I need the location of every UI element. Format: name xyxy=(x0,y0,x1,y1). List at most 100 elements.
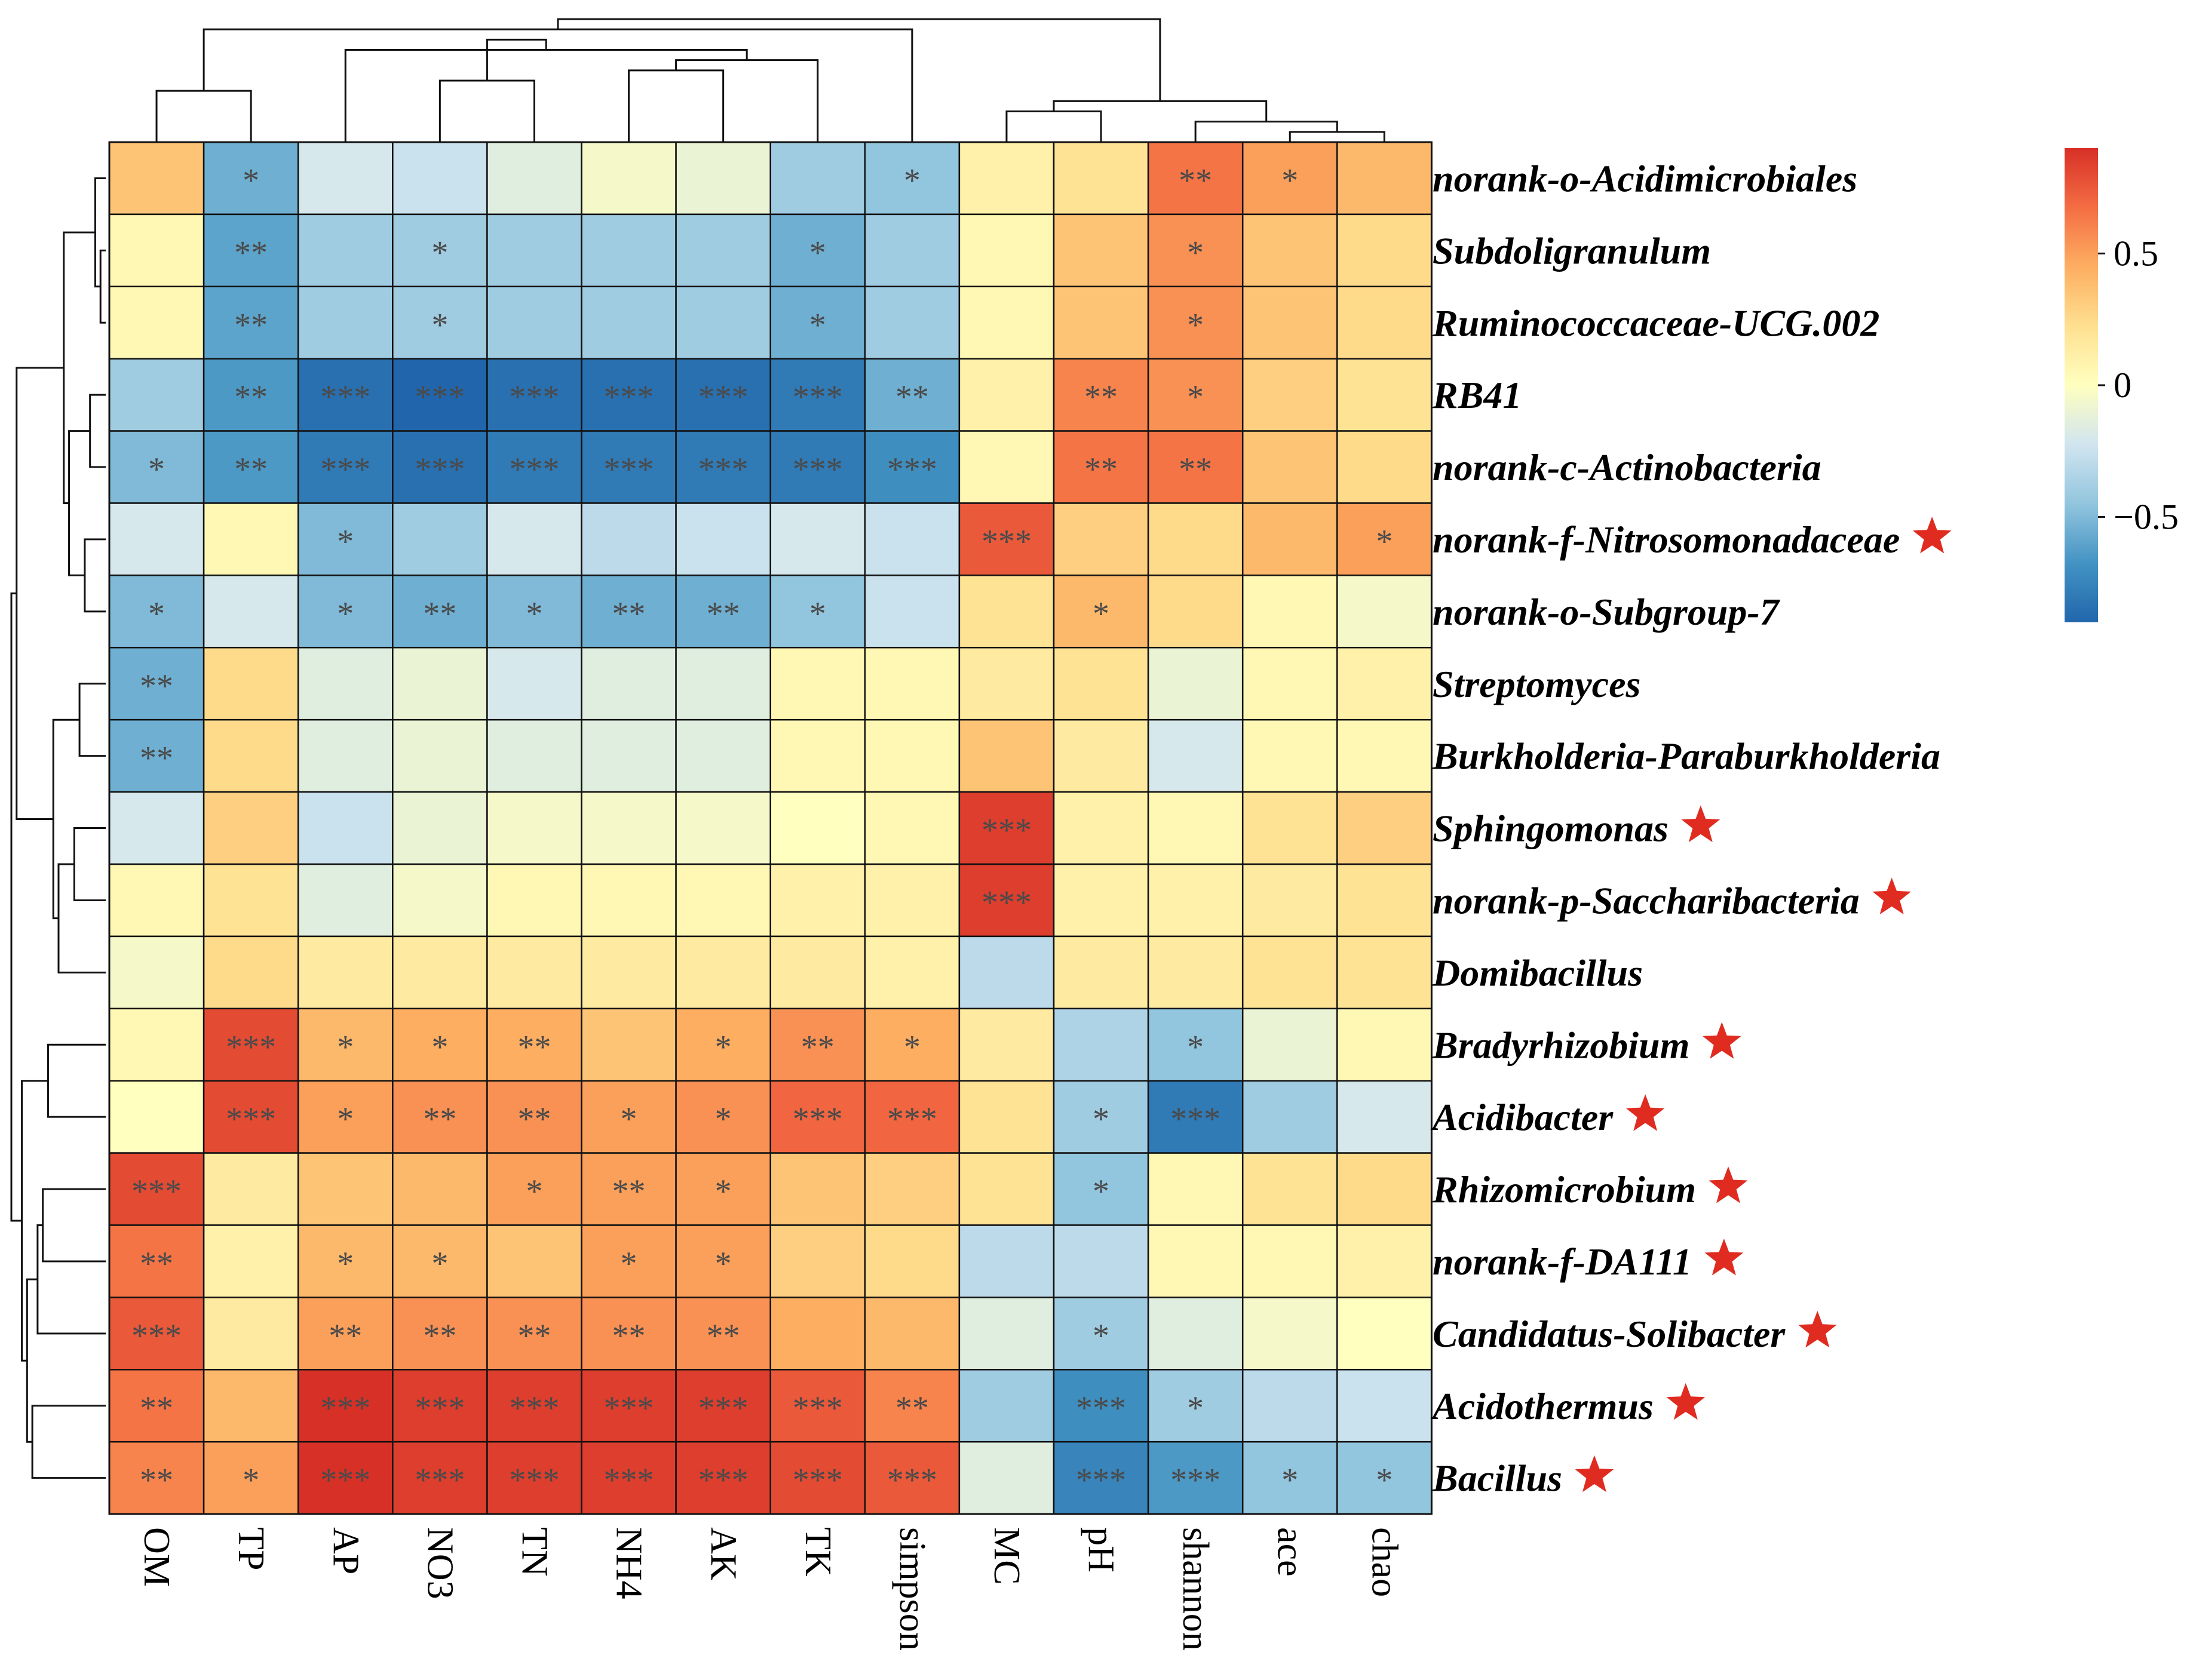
significance-mark: *** xyxy=(1170,1462,1220,1499)
heatmap-cell xyxy=(675,1008,771,1082)
row-label: Bradyrhizobium xyxy=(1432,1024,1689,1066)
heatmap-cell xyxy=(1241,863,1338,938)
heatmap-cell xyxy=(1147,1297,1244,1371)
heatmap-cell xyxy=(958,1297,1055,1371)
heatmap-cell xyxy=(958,1080,1055,1154)
significance-mark: *** xyxy=(320,1390,370,1427)
heatmap-cell xyxy=(1147,1369,1244,1443)
significance-mark: *** xyxy=(415,1462,465,1499)
heatmap-cell xyxy=(769,863,866,938)
heatmap-cell xyxy=(1336,935,1433,1010)
heatmap-cell xyxy=(1336,718,1433,793)
heatmap-cell xyxy=(392,647,488,721)
significance-mark: ** xyxy=(423,1101,456,1138)
column-label: AK xyxy=(703,1527,744,1581)
significance-mark: ** xyxy=(234,451,268,488)
heatmap-cell xyxy=(1241,791,1338,865)
heatmap-cell xyxy=(486,141,582,216)
heatmap-cell xyxy=(1147,213,1244,288)
significance-mark: ** xyxy=(1084,451,1118,488)
heatmap-cell xyxy=(864,863,961,938)
significance-mark: * xyxy=(243,1462,259,1499)
heatmap-cell xyxy=(392,1297,488,1371)
row-label: norank-p-Saccharibacteria xyxy=(1433,879,1860,922)
heatmap-cell xyxy=(203,863,299,938)
significance-mark: * xyxy=(148,451,165,488)
heatmap-cell xyxy=(392,791,488,865)
heatmap-cell xyxy=(297,647,394,721)
dendrogram-branch xyxy=(203,28,913,142)
row-label: norank-o-Subgroup-7 xyxy=(1433,591,1781,633)
heatmap-cell xyxy=(958,718,1055,793)
heatmap-cell xyxy=(1241,575,1338,649)
heatmap-cell xyxy=(675,285,771,360)
heatmap-cell xyxy=(581,718,677,793)
heatmap-cell xyxy=(392,863,488,938)
heatmap-cell xyxy=(486,213,582,288)
heatmap-cell xyxy=(864,791,961,865)
column-dendrogram xyxy=(155,18,1385,142)
heatmap-cell xyxy=(581,647,677,721)
column-label: TK xyxy=(798,1527,838,1577)
dendrogram-branch xyxy=(68,430,90,576)
heatmap-cell xyxy=(1241,213,1338,288)
heatmap-cell xyxy=(675,791,771,865)
heatmap-cell xyxy=(958,647,1055,721)
heatmap-cell xyxy=(864,213,961,288)
significance-mark: * xyxy=(904,1028,921,1065)
heatmap-cell xyxy=(1336,863,1433,938)
heatmap-cell xyxy=(1336,1224,1433,1298)
heatmap-cell xyxy=(486,502,582,576)
heatmap-cell xyxy=(108,502,205,576)
heatmap-cell xyxy=(581,863,677,938)
column-label: chao xyxy=(1364,1527,1404,1597)
dendrogram-branch xyxy=(1289,131,1385,142)
significance-mark: *** xyxy=(698,1390,749,1427)
significance-mark: ** xyxy=(1179,162,1212,199)
heatmap-cell xyxy=(203,213,299,288)
dendrogram-branch xyxy=(73,827,106,901)
heatmap-cell xyxy=(392,430,488,504)
heatmap-cell xyxy=(1241,430,1338,504)
heatmap-border xyxy=(108,141,1433,1515)
significance-mark: *** xyxy=(887,451,937,488)
significance-mark: *** xyxy=(698,451,749,488)
dendrogram-branch xyxy=(1005,110,1102,142)
significance-mark: *** xyxy=(415,451,465,488)
row-label: Subdoligranulum xyxy=(1433,229,1711,272)
heatmap-cell xyxy=(392,1152,488,1226)
significance-mark: *** xyxy=(415,1390,465,1427)
heatmap-cell xyxy=(392,1441,488,1515)
heatmap-cell xyxy=(486,575,582,649)
heatmap-cell xyxy=(486,1224,582,1298)
significance-mark: ** xyxy=(895,1390,929,1427)
heatmap-cell xyxy=(675,358,771,432)
significance-mark: *** xyxy=(1170,1101,1220,1138)
heatmap-cell xyxy=(108,863,205,938)
significance-mark: * xyxy=(1093,1173,1109,1210)
heatmap-cell xyxy=(297,575,394,649)
heatmap-cell xyxy=(1147,285,1244,360)
significance-mark: ** xyxy=(1179,451,1212,488)
column-labels: OM TP AP NO3 TN NH4 AK TK simpson MC pH shannon ace c… xyxy=(136,1527,1404,1651)
heatmap-cell xyxy=(958,285,1055,360)
heatmap-cell xyxy=(958,575,1055,649)
significance-mark: ** xyxy=(140,740,173,777)
row-label: RB41 xyxy=(1432,374,1522,416)
significance-mark: *** xyxy=(887,1462,937,1499)
heatmap-cell xyxy=(1147,575,1244,649)
star-marker xyxy=(1681,805,1720,843)
heatmap-cell xyxy=(1241,718,1338,793)
heatmap-cell xyxy=(1241,1080,1338,1154)
heatmap-cell xyxy=(203,791,299,865)
heatmap-cell xyxy=(581,935,677,1010)
heatmap-cell xyxy=(297,1080,394,1154)
heatmap-cell xyxy=(958,358,1055,432)
heatmap-cell xyxy=(486,791,582,865)
heatmap-cell xyxy=(769,213,866,288)
significance-mark: ** xyxy=(140,668,173,705)
heatmap-cell xyxy=(864,718,961,793)
significance-mark: ** xyxy=(517,1028,551,1065)
heatmap-cell xyxy=(1147,647,1244,721)
